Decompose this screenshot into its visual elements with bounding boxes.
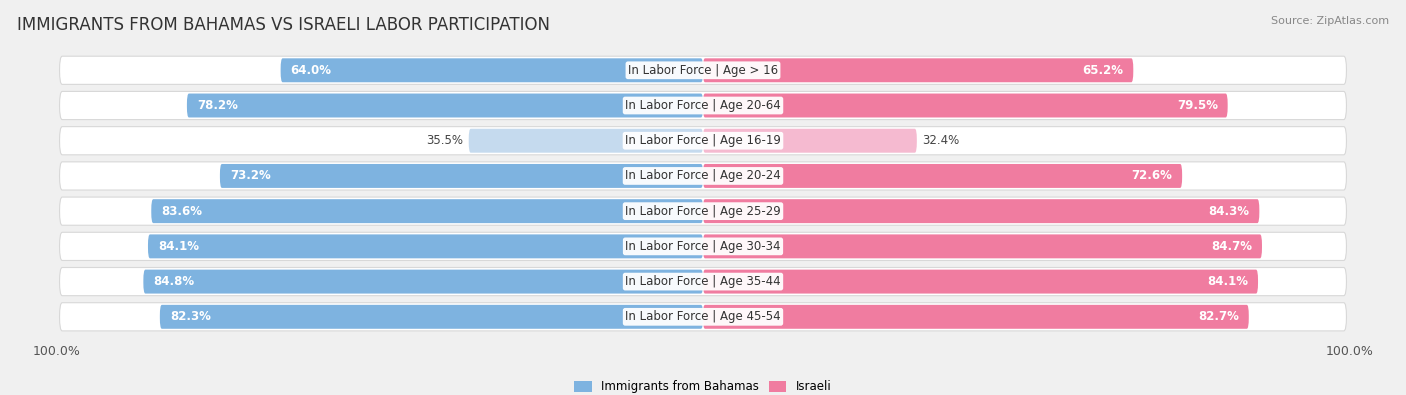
Text: 64.0%: 64.0% <box>291 64 332 77</box>
Text: 73.2%: 73.2% <box>229 169 270 182</box>
Text: In Labor Force | Age > 16: In Labor Force | Age > 16 <box>628 64 778 77</box>
Text: 82.7%: 82.7% <box>1198 310 1239 324</box>
FancyBboxPatch shape <box>59 197 1347 225</box>
Text: 84.3%: 84.3% <box>1208 205 1250 218</box>
FancyBboxPatch shape <box>703 164 1182 188</box>
FancyBboxPatch shape <box>59 162 1347 190</box>
Text: In Labor Force | Age 20-64: In Labor Force | Age 20-64 <box>626 99 780 112</box>
Text: 84.1%: 84.1% <box>1208 275 1249 288</box>
FancyBboxPatch shape <box>143 270 703 293</box>
FancyBboxPatch shape <box>219 164 703 188</box>
FancyBboxPatch shape <box>59 56 1347 85</box>
Text: 35.5%: 35.5% <box>426 134 464 147</box>
FancyBboxPatch shape <box>148 234 703 258</box>
Text: 78.2%: 78.2% <box>197 99 238 112</box>
FancyBboxPatch shape <box>59 232 1347 260</box>
FancyBboxPatch shape <box>703 94 1227 117</box>
Text: 79.5%: 79.5% <box>1177 99 1218 112</box>
Text: 32.4%: 32.4% <box>922 134 959 147</box>
FancyBboxPatch shape <box>703 234 1263 258</box>
FancyBboxPatch shape <box>703 270 1258 293</box>
Text: 84.1%: 84.1% <box>157 240 198 253</box>
Text: 84.8%: 84.8% <box>153 275 194 288</box>
Text: 82.3%: 82.3% <box>170 310 211 324</box>
FancyBboxPatch shape <box>59 91 1347 120</box>
FancyBboxPatch shape <box>468 129 703 153</box>
FancyBboxPatch shape <box>703 199 1260 223</box>
Text: 72.6%: 72.6% <box>1132 169 1173 182</box>
Text: IMMIGRANTS FROM BAHAMAS VS ISRAELI LABOR PARTICIPATION: IMMIGRANTS FROM BAHAMAS VS ISRAELI LABOR… <box>17 16 550 34</box>
FancyBboxPatch shape <box>703 58 1133 82</box>
FancyBboxPatch shape <box>152 199 703 223</box>
FancyBboxPatch shape <box>187 94 703 117</box>
FancyBboxPatch shape <box>703 129 917 153</box>
Text: In Labor Force | Age 45-54: In Labor Force | Age 45-54 <box>626 310 780 324</box>
FancyBboxPatch shape <box>160 305 703 329</box>
Text: 84.7%: 84.7% <box>1211 240 1253 253</box>
Legend: Immigrants from Bahamas, Israeli: Immigrants from Bahamas, Israeli <box>569 376 837 395</box>
FancyBboxPatch shape <box>59 127 1347 155</box>
Text: In Labor Force | Age 20-24: In Labor Force | Age 20-24 <box>626 169 780 182</box>
Text: In Labor Force | Age 25-29: In Labor Force | Age 25-29 <box>626 205 780 218</box>
Text: In Labor Force | Age 35-44: In Labor Force | Age 35-44 <box>626 275 780 288</box>
Text: In Labor Force | Age 16-19: In Labor Force | Age 16-19 <box>626 134 780 147</box>
Text: Source: ZipAtlas.com: Source: ZipAtlas.com <box>1271 16 1389 26</box>
FancyBboxPatch shape <box>59 267 1347 296</box>
FancyBboxPatch shape <box>59 303 1347 331</box>
FancyBboxPatch shape <box>703 305 1249 329</box>
Text: In Labor Force | Age 30-34: In Labor Force | Age 30-34 <box>626 240 780 253</box>
Text: 65.2%: 65.2% <box>1083 64 1123 77</box>
Text: 83.6%: 83.6% <box>162 205 202 218</box>
FancyBboxPatch shape <box>281 58 703 82</box>
